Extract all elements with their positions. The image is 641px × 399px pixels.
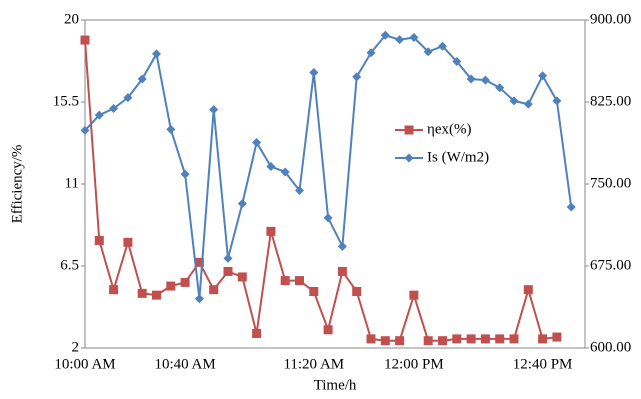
marker <box>523 99 533 109</box>
y2-tick-label: 900.00 <box>590 11 631 27</box>
marker <box>194 294 204 304</box>
marker <box>480 75 490 85</box>
marker <box>237 272 247 282</box>
marker <box>495 334 505 344</box>
marker <box>523 285 533 295</box>
y2-tick-label: 600.00 <box>590 339 631 355</box>
marker <box>337 266 347 276</box>
marker <box>80 125 90 135</box>
marker <box>309 67 319 77</box>
marker <box>509 96 519 106</box>
marker <box>295 276 304 286</box>
x-tick-label: 11:20 AM <box>283 356 344 372</box>
marker <box>280 167 290 177</box>
y2-tick-label: 675.00 <box>590 257 631 273</box>
marker <box>352 72 362 82</box>
marker <box>309 287 319 297</box>
marker <box>409 32 419 42</box>
marker <box>223 253 233 263</box>
marker <box>452 334 462 344</box>
marker <box>180 169 190 179</box>
marker <box>180 277 190 287</box>
y-tick-label: 11 <box>65 175 79 191</box>
marker <box>566 202 576 212</box>
y-tick-label: 6.5 <box>60 257 79 273</box>
legend-marker <box>404 153 414 163</box>
marker <box>166 124 176 134</box>
marker <box>552 332 562 342</box>
marker <box>323 213 333 223</box>
marker <box>352 287 362 297</box>
marker <box>480 334 490 344</box>
x-tick-label: 12:40 PM <box>513 356 573 372</box>
marker <box>409 290 419 300</box>
marker <box>109 104 119 114</box>
y2-tick-label: 750.00 <box>590 175 631 191</box>
y2-tick-label: 825.00 <box>590 93 631 109</box>
marker <box>438 336 447 346</box>
marker <box>423 47 433 57</box>
x-tick-label: 10:00 AM <box>54 356 115 372</box>
marker <box>366 334 376 344</box>
marker <box>538 71 548 81</box>
marker <box>552 96 562 106</box>
marker <box>252 137 262 147</box>
marker <box>495 83 505 93</box>
marker <box>509 334 519 344</box>
marker <box>337 241 347 251</box>
marker <box>223 266 233 276</box>
marker <box>137 288 147 298</box>
marker <box>123 237 133 247</box>
marker <box>438 41 447 51</box>
marker <box>466 74 476 84</box>
marker <box>209 285 219 295</box>
marker <box>395 336 405 346</box>
series-line <box>84 39 558 342</box>
series-line <box>84 34 573 299</box>
marker <box>452 57 462 67</box>
x-tick-label: 12:00 PM <box>384 356 444 372</box>
marker <box>237 199 247 209</box>
marker <box>94 110 104 120</box>
marker <box>209 105 219 115</box>
marker <box>423 336 433 346</box>
marker <box>152 290 161 300</box>
marker <box>109 285 119 295</box>
x-tick-label: 10:40 AM <box>154 356 215 372</box>
marker <box>295 186 304 196</box>
x-axis-title: Time/h <box>314 377 357 393</box>
marker <box>395 35 405 45</box>
marker <box>166 281 176 291</box>
marker <box>137 74 147 84</box>
marker <box>252 328 262 338</box>
marker <box>266 226 276 236</box>
marker <box>80 35 90 45</box>
y-tick-label: 20 <box>64 11 79 27</box>
y-tick-label: 15.5 <box>53 93 79 109</box>
legend-marker <box>404 125 414 135</box>
legend-label: Is (W/m2) <box>427 149 489 165</box>
legend-label: ηex(%) <box>427 121 472 137</box>
y-tick-label: 2 <box>72 339 80 355</box>
marker <box>366 48 376 58</box>
marker <box>94 235 104 245</box>
marker <box>194 257 204 267</box>
marker <box>266 162 276 172</box>
marker <box>323 325 333 335</box>
marker <box>380 30 390 40</box>
marker <box>123 93 133 103</box>
marker <box>280 276 290 286</box>
marker <box>152 49 161 59</box>
marker <box>380 336 390 346</box>
marker <box>538 334 548 344</box>
marker <box>466 334 476 344</box>
y-axis-title: Efficiency/% <box>9 145 25 224</box>
